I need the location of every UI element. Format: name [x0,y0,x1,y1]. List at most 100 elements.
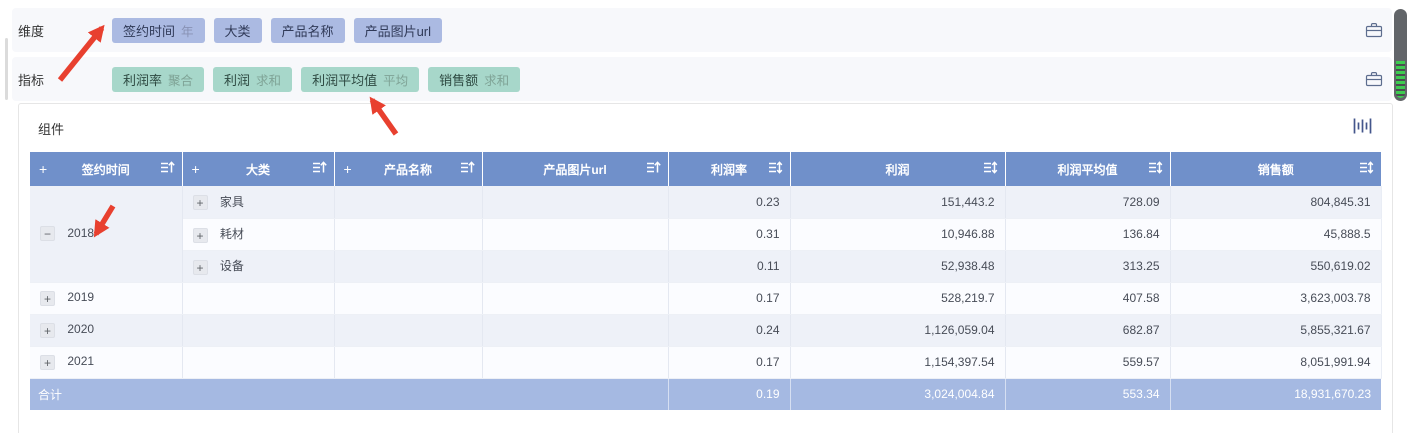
header-profit-rate[interactable]: 利润率 [668,152,791,186]
bar-chart-icon[interactable] [1353,118,1372,139]
header-product-name[interactable]: + 产品名称 [334,152,483,186]
expand-toggle[interactable]: + [192,259,208,275]
total-profit-average: 553.34 [1005,378,1171,410]
empty-cell [334,218,483,251]
table-row: + 耗材 0.31 10,946.88 136.84 45,888.5 [30,218,1382,251]
metrics-label: 指标 [18,72,45,88]
pill-category[interactable]: 大类 [213,17,262,43]
profit-average-value: 559.57 [1005,346,1171,379]
table-row: + 2020 0.24 1,126,059.04 682.87 5,855,32… [30,314,1382,347]
sort-updown-icon[interactable] [768,161,783,177]
profit-value: 151,443.2 [790,186,1006,219]
sort-ascending-icon[interactable] [160,161,175,177]
header-label: 产品图片url [543,162,607,177]
year-value: 2021 [67,354,95,369]
header-label: 利润平均值 [1057,162,1118,177]
pill-label: 利润率 [123,72,163,88]
pill-label: 销售额 [439,72,479,88]
category-value: 设备 [219,259,244,274]
profit-average-value: 407.58 [1005,282,1171,315]
expand-toggle[interactable]: + [192,227,208,243]
pivot-table: + 签约时间 + 大类 [30,152,1382,410]
profit-value: 528,219.7 [790,282,1006,315]
profit-average-value: 728.09 [1005,186,1171,219]
category-cell: + 设备 [182,250,335,283]
sort-updown-icon[interactable] [983,161,998,177]
empty-cell [182,314,335,347]
expand-toggle[interactable]: + [40,354,55,370]
category-value: 耗材 [219,227,244,242]
empty-cell [334,346,483,379]
header-label: 利润率 [710,162,747,177]
profit-rate-value: 0.17 [668,282,791,315]
header-label: 大类 [245,162,270,177]
pill-label: 产品名称 [281,23,334,39]
expand-toggle[interactable]: + [40,322,55,338]
expand-toggle[interactable]: + [192,195,208,211]
pill-label: 利润平均值 [312,72,378,88]
pill-profit-average[interactable]: 利润平均值 平均 [301,66,420,92]
total-sales: 18,931,670.23 [1170,378,1381,410]
total-profit: 3,024,004.84 [790,378,1006,410]
briefcase-icon[interactable] [1365,71,1383,88]
pill-aggregation: 平均 [383,73,409,88]
header-category[interactable]: + 大类 [182,152,335,186]
sort-ascending-icon[interactable] [646,161,661,177]
year-cell-2020: + 2020 [30,314,183,347]
table-row: + 设备 0.11 52,938.48 313.25 550,619.02 [30,250,1382,283]
empty-cell [482,346,669,379]
profit-rate-value: 0.24 [668,314,791,347]
dimension-pills: 签约时间 年 大类 产品名称 产品图片url [112,17,443,43]
header-row: + 签约时间 + 大类 [30,152,1381,186]
profit-value: 1,154,397.54 [790,346,1006,379]
total-row: 合计 0.19 3,024,004.84 553.34 18,931,670.2… [30,378,1381,410]
pill-label: 大类 [224,23,251,39]
empty-cell [334,186,483,219]
expand-all-icon[interactable]: + [39,161,48,177]
pill-aggregation: 求和 [484,73,510,88]
total-label: 合计 [30,378,669,410]
sort-ascending-icon[interactable] [312,161,327,177]
year-value: 2018 [67,226,95,241]
sort-updown-icon[interactable] [1359,161,1374,177]
header-profit-average[interactable]: 利润平均值 [1005,152,1171,186]
year-cell-2018: − 2018 [30,186,183,283]
pill-product-image-url[interactable]: 产品图片url [353,17,443,43]
scrollbar-stripes [1396,61,1405,98]
pill-profit[interactable]: 利润 求和 [213,66,293,92]
sort-ascending-icon[interactable] [460,161,475,177]
total-profit-rate: 0.19 [668,378,791,410]
expand-all-icon[interactable]: + [343,161,352,177]
briefcase-icon[interactable] [1365,22,1383,39]
pill-label: 签约时间 [123,23,176,39]
pill-profit-rate[interactable]: 利润率 聚合 [112,66,205,92]
header-profit[interactable]: 利润 [790,152,1006,186]
pill-label: 产品图片url [364,23,432,39]
sales-value: 45,888.5 [1170,218,1382,251]
header-contract-time[interactable]: + 签约时间 [30,152,183,186]
year-cell-2019: + 2019 [30,282,183,315]
header-sales[interactable]: 销售额 [1170,152,1381,186]
empty-cell [482,314,669,347]
pill-aggregation: 聚合 [168,73,194,88]
vertical-scrollbar[interactable] [1394,9,1407,101]
expand-toggle[interactable]: + [40,290,55,306]
empty-cell [182,346,335,379]
metrics-row: 指标 利润率 聚合 利润 求和 利润平均值 平均 销售额 求和 [12,57,1392,101]
empty-cell [482,282,669,315]
pill-aggregation: 求和 [256,73,282,88]
profit-rate-value: 0.31 [668,218,791,251]
collapse-toggle[interactable]: − [40,226,55,242]
year-value: 2019 [67,290,95,305]
pill-product-name[interactable]: 产品名称 [270,17,345,43]
header-product-image-url[interactable]: 产品图片url [482,152,669,186]
pill-label: 利润 [224,72,251,88]
pill-contract-time[interactable]: 签约时间 年 [112,17,205,43]
header-label: 签约时间 [81,162,130,177]
expand-all-icon[interactable]: + [191,161,200,177]
pill-aggregation: 年 [181,24,194,39]
empty-cell [482,250,669,283]
sort-updown-icon[interactable] [1148,161,1163,177]
empty-cell [182,282,335,315]
pill-sales[interactable]: 销售额 求和 [428,66,521,92]
